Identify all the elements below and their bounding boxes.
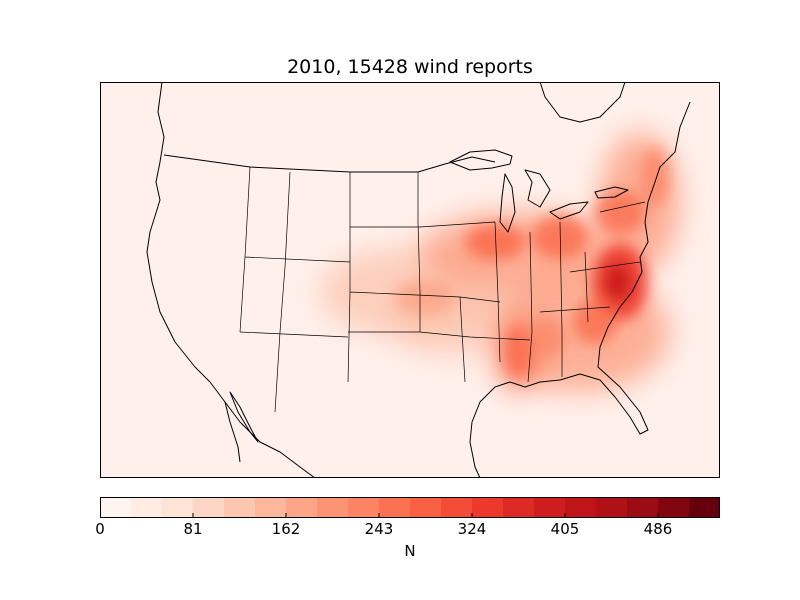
colorbar-tick-label: 81 [183, 520, 203, 538]
colorbar-swatch [410, 497, 442, 518]
lake-michigan [499, 173, 516, 233]
colorbar-tick-label: 162 [271, 520, 301, 538]
colorbar-tick-label: 486 [643, 520, 673, 538]
colorbar-swatch [224, 497, 256, 518]
colorbar-swatch [441, 497, 473, 518]
density-ne-coast [641, 147, 669, 207]
colorbar-tick-label: 0 [95, 520, 105, 538]
lake-ontario [594, 186, 629, 199]
colorbar-swatch [317, 497, 349, 518]
state-lines [239, 166, 646, 413]
colorbar-swatch [503, 497, 535, 518]
colorbar-swatch [348, 497, 380, 518]
west-coastline [146, 82, 241, 463]
colorbar-swatch [627, 497, 659, 518]
colorbar-frame [100, 497, 720, 518]
colorbar-swatch [100, 497, 132, 518]
density-alabama [530, 317, 566, 357]
colorbar-tick-label: 405 [550, 520, 580, 538]
colorbar-swatch [162, 497, 194, 518]
density-ms [504, 326, 532, 378]
density-pa [595, 190, 645, 234]
density-sc-ga [573, 300, 617, 344]
colorbar-swatches [100, 497, 720, 518]
colorbar-swatch [689, 497, 720, 518]
map-frame [100, 82, 720, 478]
density-kansas [395, 279, 455, 315]
colorbar-swatch [565, 497, 597, 518]
map-panel [100, 82, 720, 478]
lake-superior [449, 149, 513, 171]
baja-peninsula [229, 391, 259, 443]
colorbar-swatch [193, 497, 225, 518]
colorbar-swatch [286, 497, 318, 518]
colorbar-tick-label: 243 [364, 520, 394, 538]
lake-erie [549, 201, 589, 220]
colorbar-tick-label: 324 [457, 520, 487, 538]
density-illinois [465, 224, 525, 260]
colorbar-swatch [472, 497, 504, 518]
northern-coast [539, 82, 626, 123]
colorbar-swatch [255, 497, 287, 518]
map-borders [146, 82, 691, 478]
colorbar-swatch [658, 497, 690, 518]
east-coastline [559, 101, 691, 435]
colorbar-swatch [131, 497, 163, 518]
colorbar-swatch [596, 497, 628, 518]
mexico-coastline [224, 401, 316, 478]
colorbar-swatch [534, 497, 566, 518]
colorbar-label: N [404, 542, 416, 560]
map-title: 2010, 15428 wind reports [287, 56, 533, 78]
colorbar [100, 497, 720, 518]
colorbar-swatch [379, 497, 411, 518]
lake-huron [524, 169, 551, 208]
density-va-core [604, 262, 632, 302]
gulf-coastline [469, 379, 561, 478]
